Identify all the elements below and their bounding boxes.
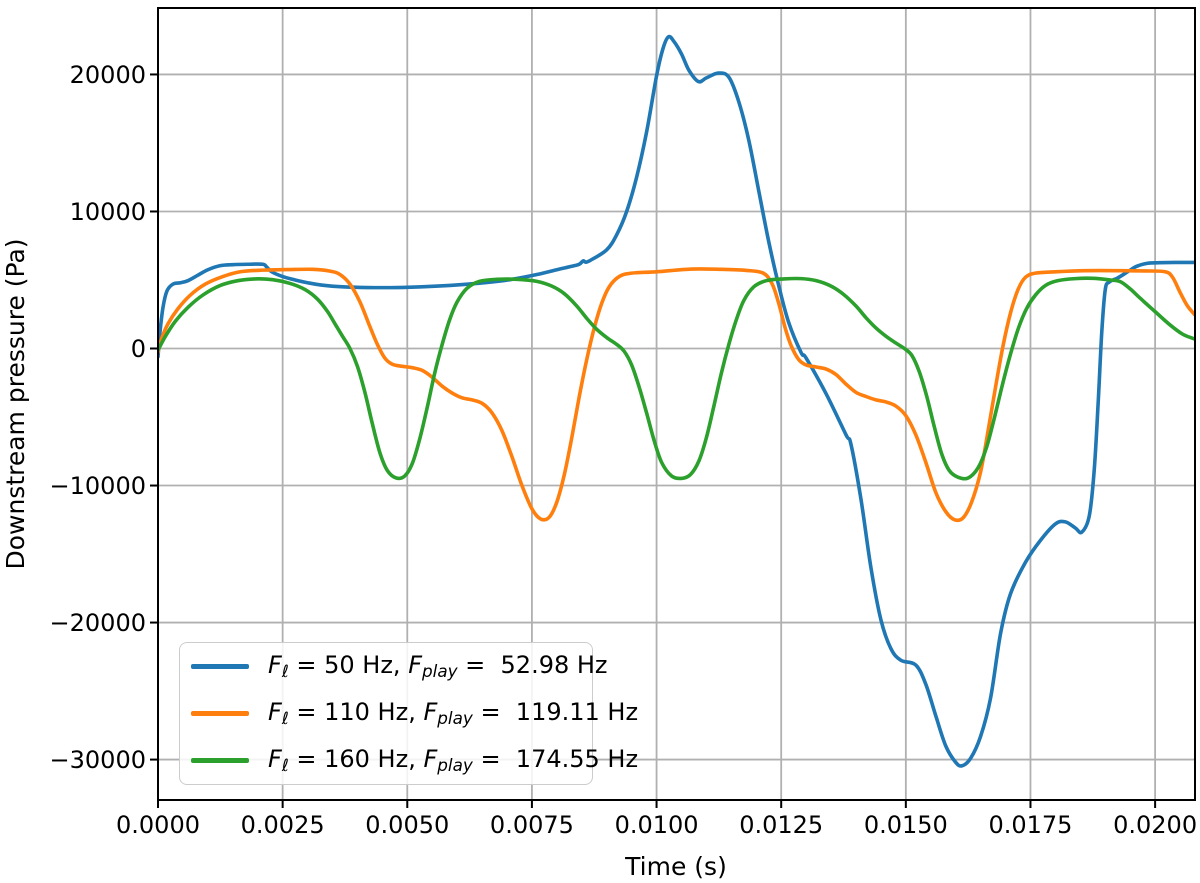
legend-label-segment: play (422, 661, 458, 682)
legend-label-segment: play (437, 755, 473, 776)
legend-label-segment: F (268, 651, 282, 679)
x-tick-label: 0.0025 (241, 811, 325, 839)
legend-label: Fℓ = 50 Hz, Fplay = 52.98 Hz (268, 653, 608, 680)
legend-label-segment: F (268, 745, 282, 773)
legend-item-2: Fℓ = 160 Hz, Fplay = 174.55 Hz (191, 737, 638, 784)
legend-label-segment: F (423, 745, 438, 773)
y-tick-label: −20000 (50, 609, 146, 637)
y-tick-label: 10000 (70, 198, 146, 226)
y-tick-label: 0 (131, 335, 146, 363)
legend-label-segment: = 174.55 Hz (472, 745, 639, 773)
x-tick-label: 0.0050 (365, 811, 449, 839)
legend: Fℓ = 50 Hz, Fplay = 52.98 Hz Fℓ = 110 Hz,… (179, 642, 638, 785)
y-tick-label: −30000 (50, 746, 146, 774)
legend-label-segment: F (268, 698, 282, 726)
legend-line-sample (191, 711, 249, 716)
y-tick-label: 20000 (70, 61, 146, 89)
legend-label: Fℓ = 110 Hz, Fplay = 119.11 Hz (268, 700, 638, 727)
legend-label-segment: = 110 Hz, (288, 698, 424, 726)
series-line-2 (158, 276, 1195, 481)
legend-label-segment: = 50 Hz, (288, 651, 409, 679)
grid (157, 8, 1195, 800)
legend-label-segment: = 52.98 Hz (457, 651, 608, 679)
data-series (158, 34, 1195, 768)
legend-label-segment: = 119.11 Hz (472, 698, 639, 726)
legend-label-segment: F (408, 651, 422, 679)
tick-labels: 0.0000 0.0025 0.0050 0.0075 0.0100 0.0125 0.01… (50, 61, 1198, 839)
plot-border (157, 7, 1196, 801)
legend-line-sample (191, 758, 249, 763)
x-tick-label: 0.0100 (615, 811, 699, 839)
x-axis-label: Time (s) (624, 852, 727, 881)
legend-label-segment: = 160 Hz, (288, 745, 424, 773)
y-tick-label: −10000 (50, 472, 146, 500)
legend-item-1: Fℓ = 110 Hz, Fplay = 119.11 Hz (191, 690, 638, 737)
legend-label-segment: ℓ (281, 708, 289, 729)
legend-label: Fℓ = 160 Hz, Fplay = 174.55 Hz (268, 747, 638, 774)
legend-label-segment: F (423, 698, 438, 726)
axes (150, 7, 1196, 808)
series-line-0 (158, 34, 1195, 768)
legend-label-segment: ℓ (281, 661, 289, 682)
x-tick-label: 0.0175 (988, 811, 1072, 839)
legend-line-sample (191, 664, 249, 669)
x-tick-label: 0.0125 (739, 811, 823, 839)
x-tick-label: 0.0075 (490, 811, 574, 839)
y-axis-label: Downstream pressure (Pa) (1, 238, 30, 569)
legend-label-segment: play (437, 708, 473, 729)
legend-label-segment: ℓ (281, 755, 289, 776)
x-tick-label: 0.0200 (1113, 811, 1197, 839)
x-tick-label: 0.0150 (864, 811, 948, 839)
x-tick-label: 0.0000 (116, 811, 200, 839)
series-line-1 (158, 267, 1195, 523)
legend-item-0: Fℓ = 50 Hz, Fplay = 52.98 Hz (191, 643, 608, 690)
